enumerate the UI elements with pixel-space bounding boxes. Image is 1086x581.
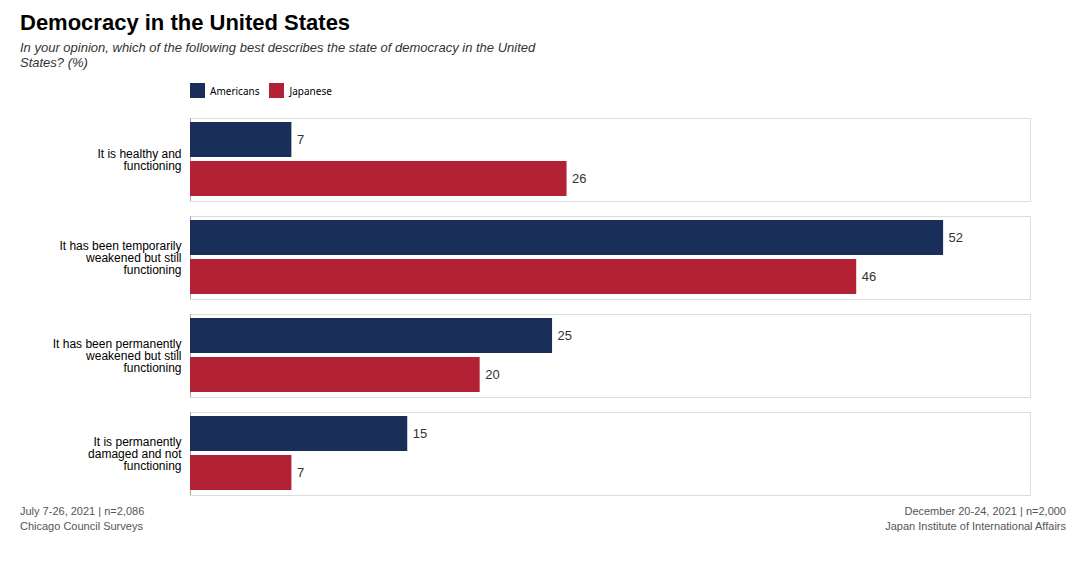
svg-text:26: 26 <box>572 171 586 186</box>
html-text:December 20-24, 2021 | n=2,000: December 20-24, 2021 | n=2,000 <box>904 505 1066 517</box>
svg-text:52: 52 <box>949 230 963 245</box>
html-text:Americans: Americans <box>210 83 260 98</box>
svg-text:It has been temporarilyweakene: It has been temporarilyweakened but stil… <box>59 239 181 277</box>
svg-text:46: 46 <box>862 269 876 284</box>
html-text:Democracy in the United States: Democracy in the United States <box>20 10 351 35</box>
html-text:Japanese: Japanese <box>289 83 332 98</box>
svg-text:It is healthy andfunctioning: It is healthy andfunctioning <box>97 147 181 173</box>
svg-text:7: 7 <box>297 132 304 147</box>
svg-text:15: 15 <box>413 426 427 441</box>
svg-text:It has been permanentlyweakene: It has been permanentlyweakened but stil… <box>53 337 182 375</box>
svg-text:7: 7 <box>297 465 304 480</box>
svg-text:20: 20 <box>485 367 499 382</box>
html-text:Japan Institute of Internation: Japan Institute of International Affairs <box>885 519 1066 532</box>
html-text:Chicago Council Surveys: Chicago Council Surveys <box>20 519 143 532</box>
html-text:In your opinion, which of the: In your opinion, which of the following … <box>20 40 536 70</box>
svg-text:25: 25 <box>558 328 572 343</box>
svg-text:It is permanentlydamaged and n: It is permanentlydamaged and notfunction… <box>88 435 182 473</box>
html-text:July 7-26, 2021 | n=2,086: July 7-26, 2021 | n=2,086 <box>20 505 145 517</box>
